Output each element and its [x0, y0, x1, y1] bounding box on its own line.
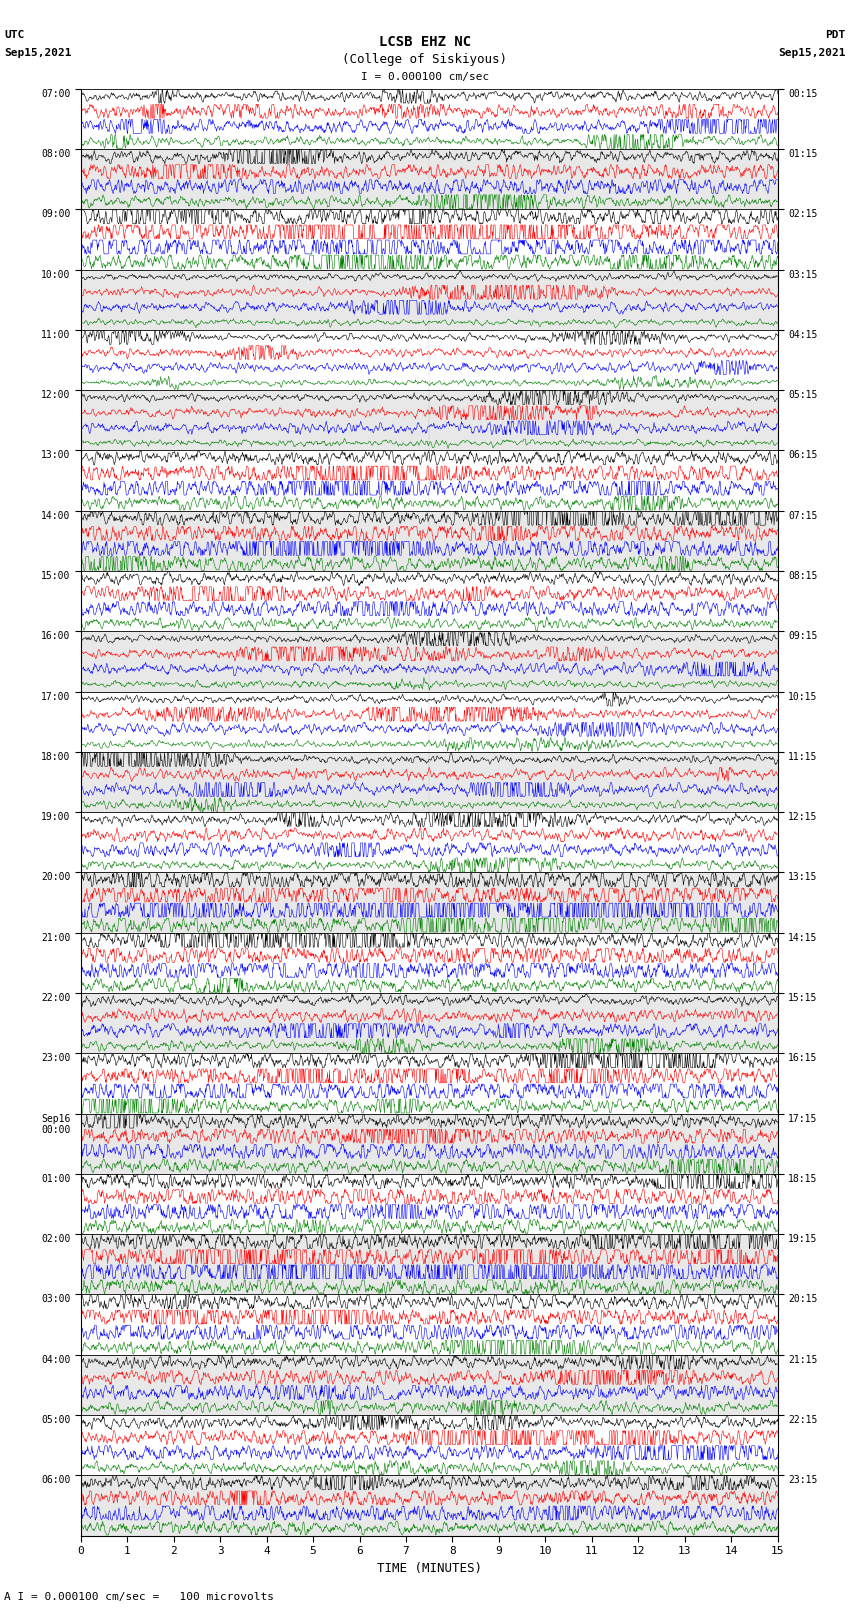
Bar [81, 932, 778, 994]
X-axis label: TIME (MINUTES): TIME (MINUTES) [377, 1561, 482, 1574]
Bar [81, 631, 778, 692]
Bar [81, 1234, 778, 1294]
Bar [81, 994, 778, 1053]
Bar [81, 1053, 778, 1113]
Bar [81, 752, 778, 813]
Bar [81, 873, 778, 932]
Text: Sep15,2021: Sep15,2021 [4, 48, 71, 58]
Text: I = 0.000100 cm/sec: I = 0.000100 cm/sec [361, 73, 489, 82]
Bar [81, 692, 778, 752]
Bar [81, 450, 778, 511]
Bar [81, 148, 778, 210]
Bar [81, 390, 778, 450]
Bar [81, 1415, 778, 1476]
Bar [81, 571, 778, 631]
Text: LCSB EHZ NC: LCSB EHZ NC [379, 35, 471, 48]
Text: UTC: UTC [4, 31, 25, 40]
Bar [81, 1294, 778, 1355]
Bar [81, 269, 778, 331]
Bar [81, 1476, 778, 1536]
Bar [81, 511, 778, 571]
Text: PDT: PDT [825, 31, 846, 40]
Bar [81, 89, 778, 148]
Text: A I = 0.000100 cm/sec =   100 microvolts: A I = 0.000100 cm/sec = 100 microvolts [4, 1592, 275, 1602]
Bar [81, 813, 778, 873]
Bar [81, 1113, 778, 1174]
Bar [81, 1174, 778, 1234]
Bar [81, 1355, 778, 1415]
Bar [81, 210, 778, 269]
Bar [81, 331, 778, 390]
Text: Sep15,2021: Sep15,2021 [779, 48, 846, 58]
Text: (College of Siskiyous): (College of Siskiyous) [343, 53, 507, 66]
